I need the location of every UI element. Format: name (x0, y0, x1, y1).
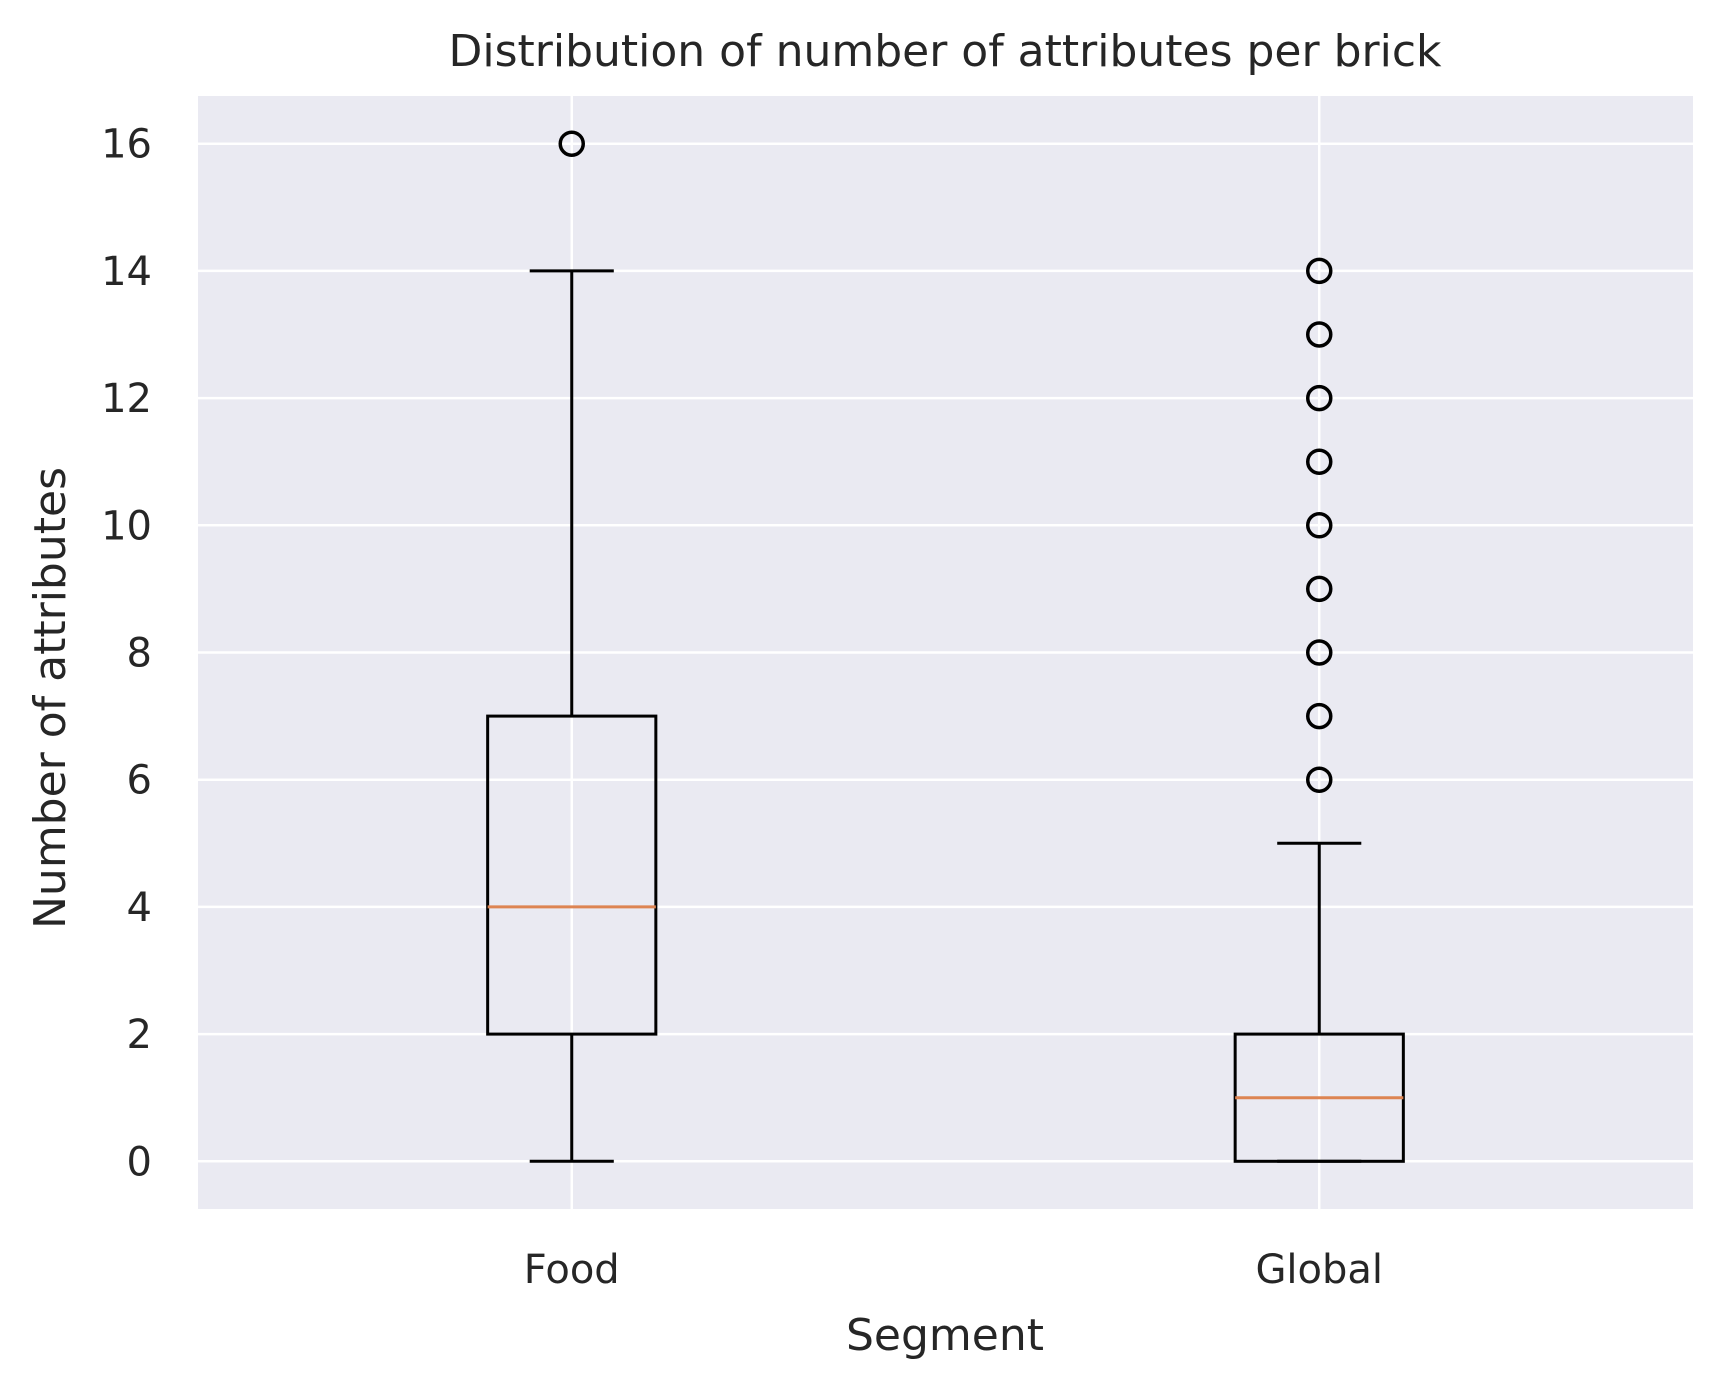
outlier-point (1306, 766, 1333, 793)
box-plots (486, 130, 1405, 1163)
outlier-point (1306, 512, 1333, 539)
x-tick-label: Global (1255, 1247, 1383, 1293)
outlier-point (1306, 639, 1333, 666)
box-global (1233, 257, 1405, 1163)
y-tick-label: 12 (101, 376, 152, 422)
y-tick-label: 16 (101, 122, 152, 168)
y-axis-label: Number of attributes (25, 467, 76, 929)
x-axis-label: Segment (846, 1310, 1044, 1361)
chart-title: Distribution of number of attributes per… (448, 26, 1442, 77)
y-tick-label: 4 (127, 885, 152, 931)
box-body (486, 714, 658, 1036)
y-tick-label: 6 (127, 758, 152, 804)
outlier-point (1306, 702, 1333, 730)
outlier-point (1306, 321, 1333, 348)
y-tick-label: 10 (101, 503, 152, 549)
x-tick-label: Food (524, 1247, 620, 1293)
outlier-point (1306, 575, 1333, 603)
y-tick-label: 14 (101, 249, 152, 295)
outlier-point (1306, 384, 1333, 412)
outlier-point (558, 130, 585, 157)
y-tick-label: 8 (127, 631, 152, 677)
y-tick-labels: 0 2 4 6 8 10 12 14 16 (101, 122, 152, 1186)
x-tick-labels: Food Global (524, 1247, 1383, 1293)
outlier-point (1306, 448, 1333, 475)
box-food (486, 130, 658, 1163)
outlier-point (1306, 257, 1333, 285)
y-tick-label: 2 (127, 1012, 152, 1058)
y-tick-label: 0 (127, 1139, 152, 1185)
